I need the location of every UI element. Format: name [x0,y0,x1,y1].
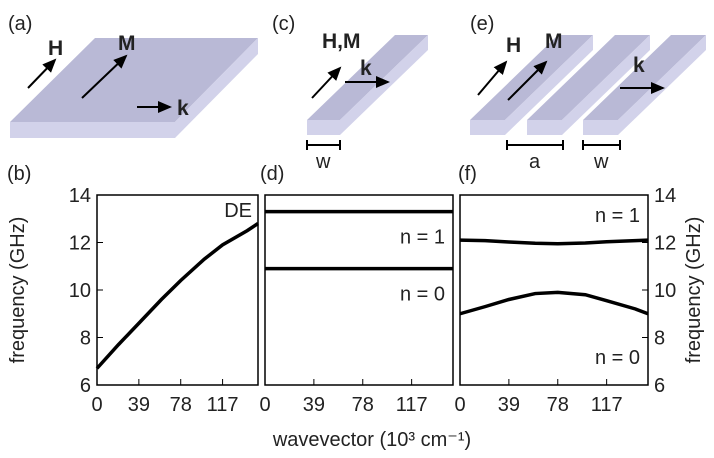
y-tick-label: 12 [69,233,91,255]
y-tick-label: 12 [654,233,676,255]
field-label: H,M [322,30,361,53]
x-tick-label: 117 [207,394,239,416]
x-tick-label: 78 [352,394,374,416]
y-tick-label: 6 [80,375,91,397]
line [95,222,259,370]
series-label: n = 0 [595,347,640,369]
x-tick-label: 0 [91,394,102,416]
x-tick-label: 117 [591,394,623,416]
x-tick-label: 39 [498,394,520,416]
panel-label: (b) [7,163,31,185]
field-label: k [360,57,372,80]
x-tick-label: 0 [454,394,465,416]
field-label: M [118,32,136,55]
x-tick-label: 0 [259,394,270,416]
dimension-label: w [593,151,609,173]
dimension-label: a [529,151,541,173]
x-axis-label: wavevector (10³ cm⁻¹) [272,429,471,451]
plot-frame [96,194,259,386]
y-axis-label: frequency (GHz) [683,217,705,364]
field-label: k [177,97,189,120]
panel-label: (d) [260,163,284,185]
panel-label: (a) [8,13,32,35]
panel-label: (c) [272,13,295,35]
field-label: k [633,54,645,77]
panel-label: (f) [458,163,477,185]
x-tick-label: 78 [170,394,192,416]
field-label: M [545,30,563,53]
x-tick-label: 39 [303,394,325,416]
line [459,238,649,246]
panel-label: (e) [470,13,494,35]
dimension-label: w [315,151,331,173]
y-tick-label: 8 [654,328,665,350]
x-tick-label: 78 [547,394,569,416]
plot-frame [264,194,454,386]
y-tick-label: 6 [654,375,665,397]
y-tick-label: 10 [69,280,91,302]
x-tick-label: 39 [128,394,150,416]
series-label: n = 0 [400,284,445,306]
field-label: H [506,34,521,57]
series-label: n = 1 [400,227,445,249]
x-tick-label: 117 [396,394,428,416]
y-tick-label: 8 [80,328,91,350]
y-tick-label: 14 [654,185,676,207]
series-label: DE [224,200,252,222]
field-label: H [48,37,63,60]
y-tick-label: 10 [654,280,676,302]
line [459,290,649,316]
y-axis-label: frequency (GHz) [7,217,29,364]
series-label: n = 1 [595,205,640,227]
arrows [27,54,665,150]
slab [10,38,258,138]
y-tick-label: 14 [69,185,91,207]
